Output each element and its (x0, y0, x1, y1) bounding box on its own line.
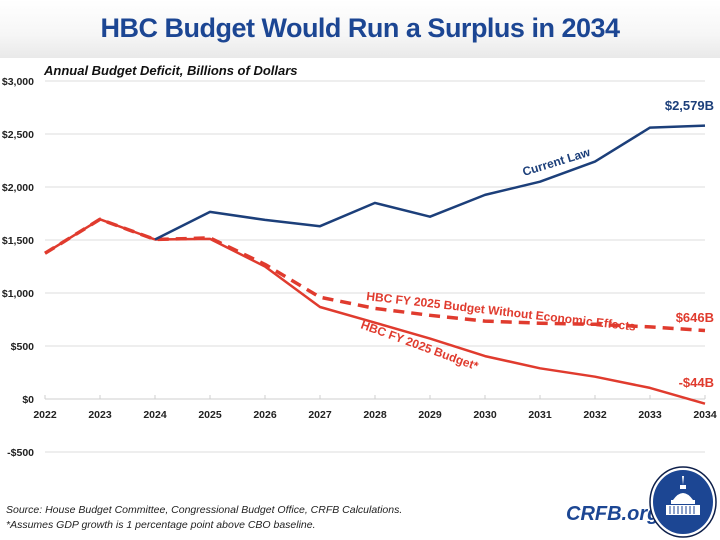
chart-subtitle: Annual Budget Deficit, Billions of Dolla… (44, 63, 298, 78)
y-tick-label: $1,000 (2, 288, 34, 300)
source-note: Source: House Budget Committee, Congress… (6, 504, 403, 516)
chart-title: HBC Budget Would Run a Surplus in 2034 (100, 13, 620, 43)
y-tick-label: $2,500 (2, 129, 34, 141)
series-line-0 (154, 124, 706, 241)
y-tick-label: $1,500 (2, 235, 34, 247)
hbc-budget-label: HBC FY 2025 Budget* (359, 318, 480, 374)
footer-source: Source: House Budget Committee, Congress… (6, 503, 402, 533)
series-lines (44, 124, 706, 405)
y-tick-label: $2,000 (2, 182, 34, 194)
y-tick-label: $0 (22, 394, 34, 406)
x-tick-label: 2028 (363, 409, 387, 421)
gridlines (45, 80, 705, 453)
x-tick-label: 2024 (143, 409, 167, 421)
x-tick-label: 2034 (693, 409, 717, 421)
y-tick-label: -$500 (7, 447, 34, 459)
assumption-note: *Assumes GDP growth is 1 percentage poin… (6, 519, 316, 531)
without-economic-effects-label: HBC FY 2025 Budget Without Economic Effe… (366, 289, 637, 334)
x-tick-label: 2023 (88, 409, 112, 421)
current-law-end-label: $2,579B (665, 98, 714, 113)
series-line-1 (44, 217, 706, 333)
x-tick-label: 2025 (198, 409, 222, 421)
hbc-budget-end-label: -$44B (679, 375, 714, 390)
without-effects-end-label: $646B (676, 310, 714, 325)
capitol-logo-icon (649, 466, 717, 538)
x-tick-label: 2026 (253, 409, 277, 421)
title-bar: HBC Budget Would Run a Surplus in 2034 (0, 0, 720, 58)
x-tick-label: 2022 (33, 409, 57, 421)
current-law-label: Current Law (521, 145, 593, 179)
x-tick-label: 2030 (473, 409, 497, 421)
x-axis-ticks: 2022 2023 2024 2025 2026 2027 2028 2029 2030 2031… (33, 395, 717, 421)
x-tick-label: 2032 (583, 409, 607, 421)
x-tick-label: 2031 (528, 409, 552, 421)
x-tick-label: 2029 (418, 409, 442, 421)
y-tick-label: $3,000 (2, 76, 34, 88)
y-tick-label: $500 (11, 341, 35, 353)
x-tick-label: 2027 (308, 409, 332, 421)
series-line-2 (44, 218, 706, 405)
crfb-brand-link[interactable]: CRFB.org (566, 503, 660, 525)
y-axis-ticks: -$500 $0 $500 $1,000 $1,500 $2,000 $2,500 $3,00… (2, 76, 34, 459)
x-tick-label: 2033 (638, 409, 662, 421)
